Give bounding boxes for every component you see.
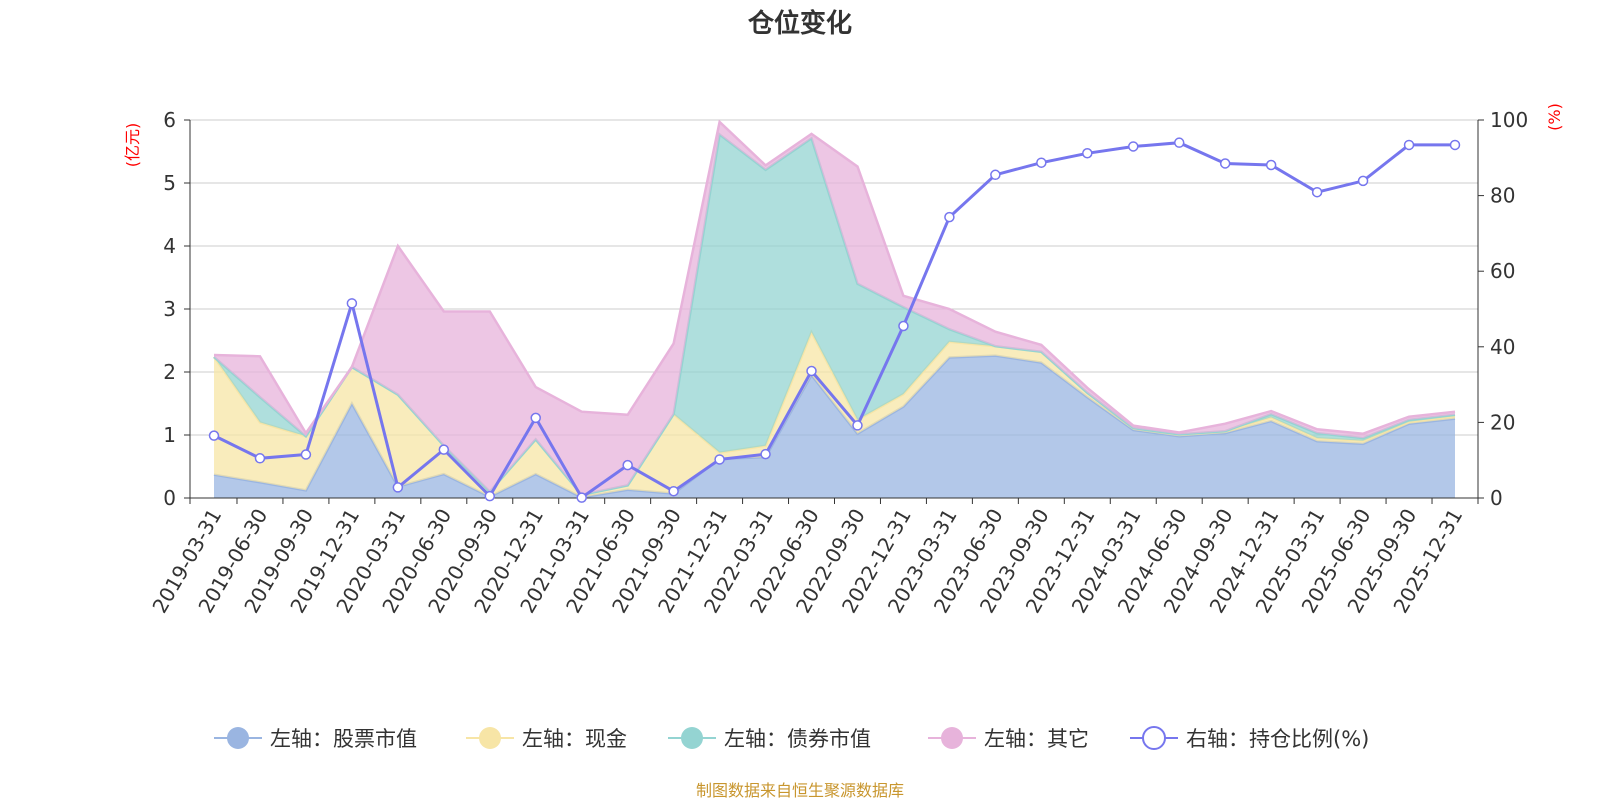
ratio-point [484,490,496,502]
ratio-point [1128,141,1139,152]
ratio-point [990,169,1001,181]
legend-marker-icon [681,727,703,749]
ratio-point [1265,159,1277,171]
legend-item: 左轴：其它 [928,727,1089,751]
legend-item: 右轴：持仓比例(%) [1130,726,1369,751]
left-axis-tick-label: 6 [163,108,176,132]
left-axis-tick-label: 5 [163,171,176,195]
ratio-point [1403,139,1415,151]
left-axis-tick-label: 3 [163,297,176,321]
legend-label: 左轴：债券市值 [724,727,871,751]
ratio-point [1036,157,1047,168]
area-2 [214,134,1455,495]
legend-label: 左轴：其它 [984,727,1089,751]
right-axis-tick-label: 60 [1490,259,1515,283]
ratio-point [806,365,817,377]
legend-label: 左轴：股票市值 [270,727,417,751]
ratio-point [852,420,863,431]
area-3 [214,121,1455,495]
ratio-point [944,211,955,223]
ratio-point [1173,137,1185,148]
ratio-point [208,430,220,441]
left-axis-tick-label: 4 [163,234,176,258]
left-axis-unit: (亿元) [123,123,142,168]
ratio-point [622,459,633,471]
ratio-point [898,320,909,332]
ratio-point [438,444,450,455]
stacked-areas [212,119,1456,499]
legend-marker-icon [941,727,963,749]
right-axis-tick-label: 20 [1490,410,1515,434]
legend-item: 左轴：现金 [466,727,627,751]
ratio-point [1449,139,1461,151]
right-axis-tick-label: 100 [1490,108,1528,132]
ratio-point [1311,186,1323,198]
ratio-point [1082,148,1093,159]
legend-marker-icon [479,727,501,749]
ratio-point [760,448,771,460]
right-axis-tick-label: 80 [1490,184,1515,208]
ratio-point [300,449,312,460]
data-source: 制图数据来自恒生聚源数据库 [696,781,904,800]
area-0 [214,355,1455,498]
legend-marker-icon [1142,726,1166,750]
ratio-point [254,453,266,464]
right-axis-unit: (%) [1545,103,1564,131]
left-axis-tick-label: 0 [163,486,176,510]
area-1 [214,332,1455,498]
legend-item: 左轴：股票市值 [214,727,417,751]
ratio-point [346,298,358,309]
legend: 左轴：股票市值 左轴：现金 左轴：债券市值 左轴：其它 右轴：持仓比例(%) [214,726,1369,751]
right-axis-tick-label: 40 [1490,335,1515,359]
ratio-line [213,141,1455,500]
area-edge-3 [213,119,1456,436]
ratio-point [392,482,404,493]
left-axis-tick-label: 1 [163,423,176,447]
legend-label: 左轴：现金 [522,727,627,751]
legend-item: 左轴：债券市值 [668,727,871,751]
legend-marker-icon [227,727,249,749]
legend-label: 右轴：持仓比例(%) [1186,727,1369,751]
ratio-point [530,412,541,424]
ratio-point [668,485,679,497]
holding-ratio-series [208,137,1461,503]
ratio-point [1357,175,1369,187]
ratio-point [576,492,587,503]
ratio-point [1219,158,1231,169]
right-axis-tick-label: 0 [1490,486,1503,510]
ratio-point [714,454,725,465]
left-axis-tick-label: 2 [163,360,176,384]
chart-title: 仓位变化 [747,8,852,39]
